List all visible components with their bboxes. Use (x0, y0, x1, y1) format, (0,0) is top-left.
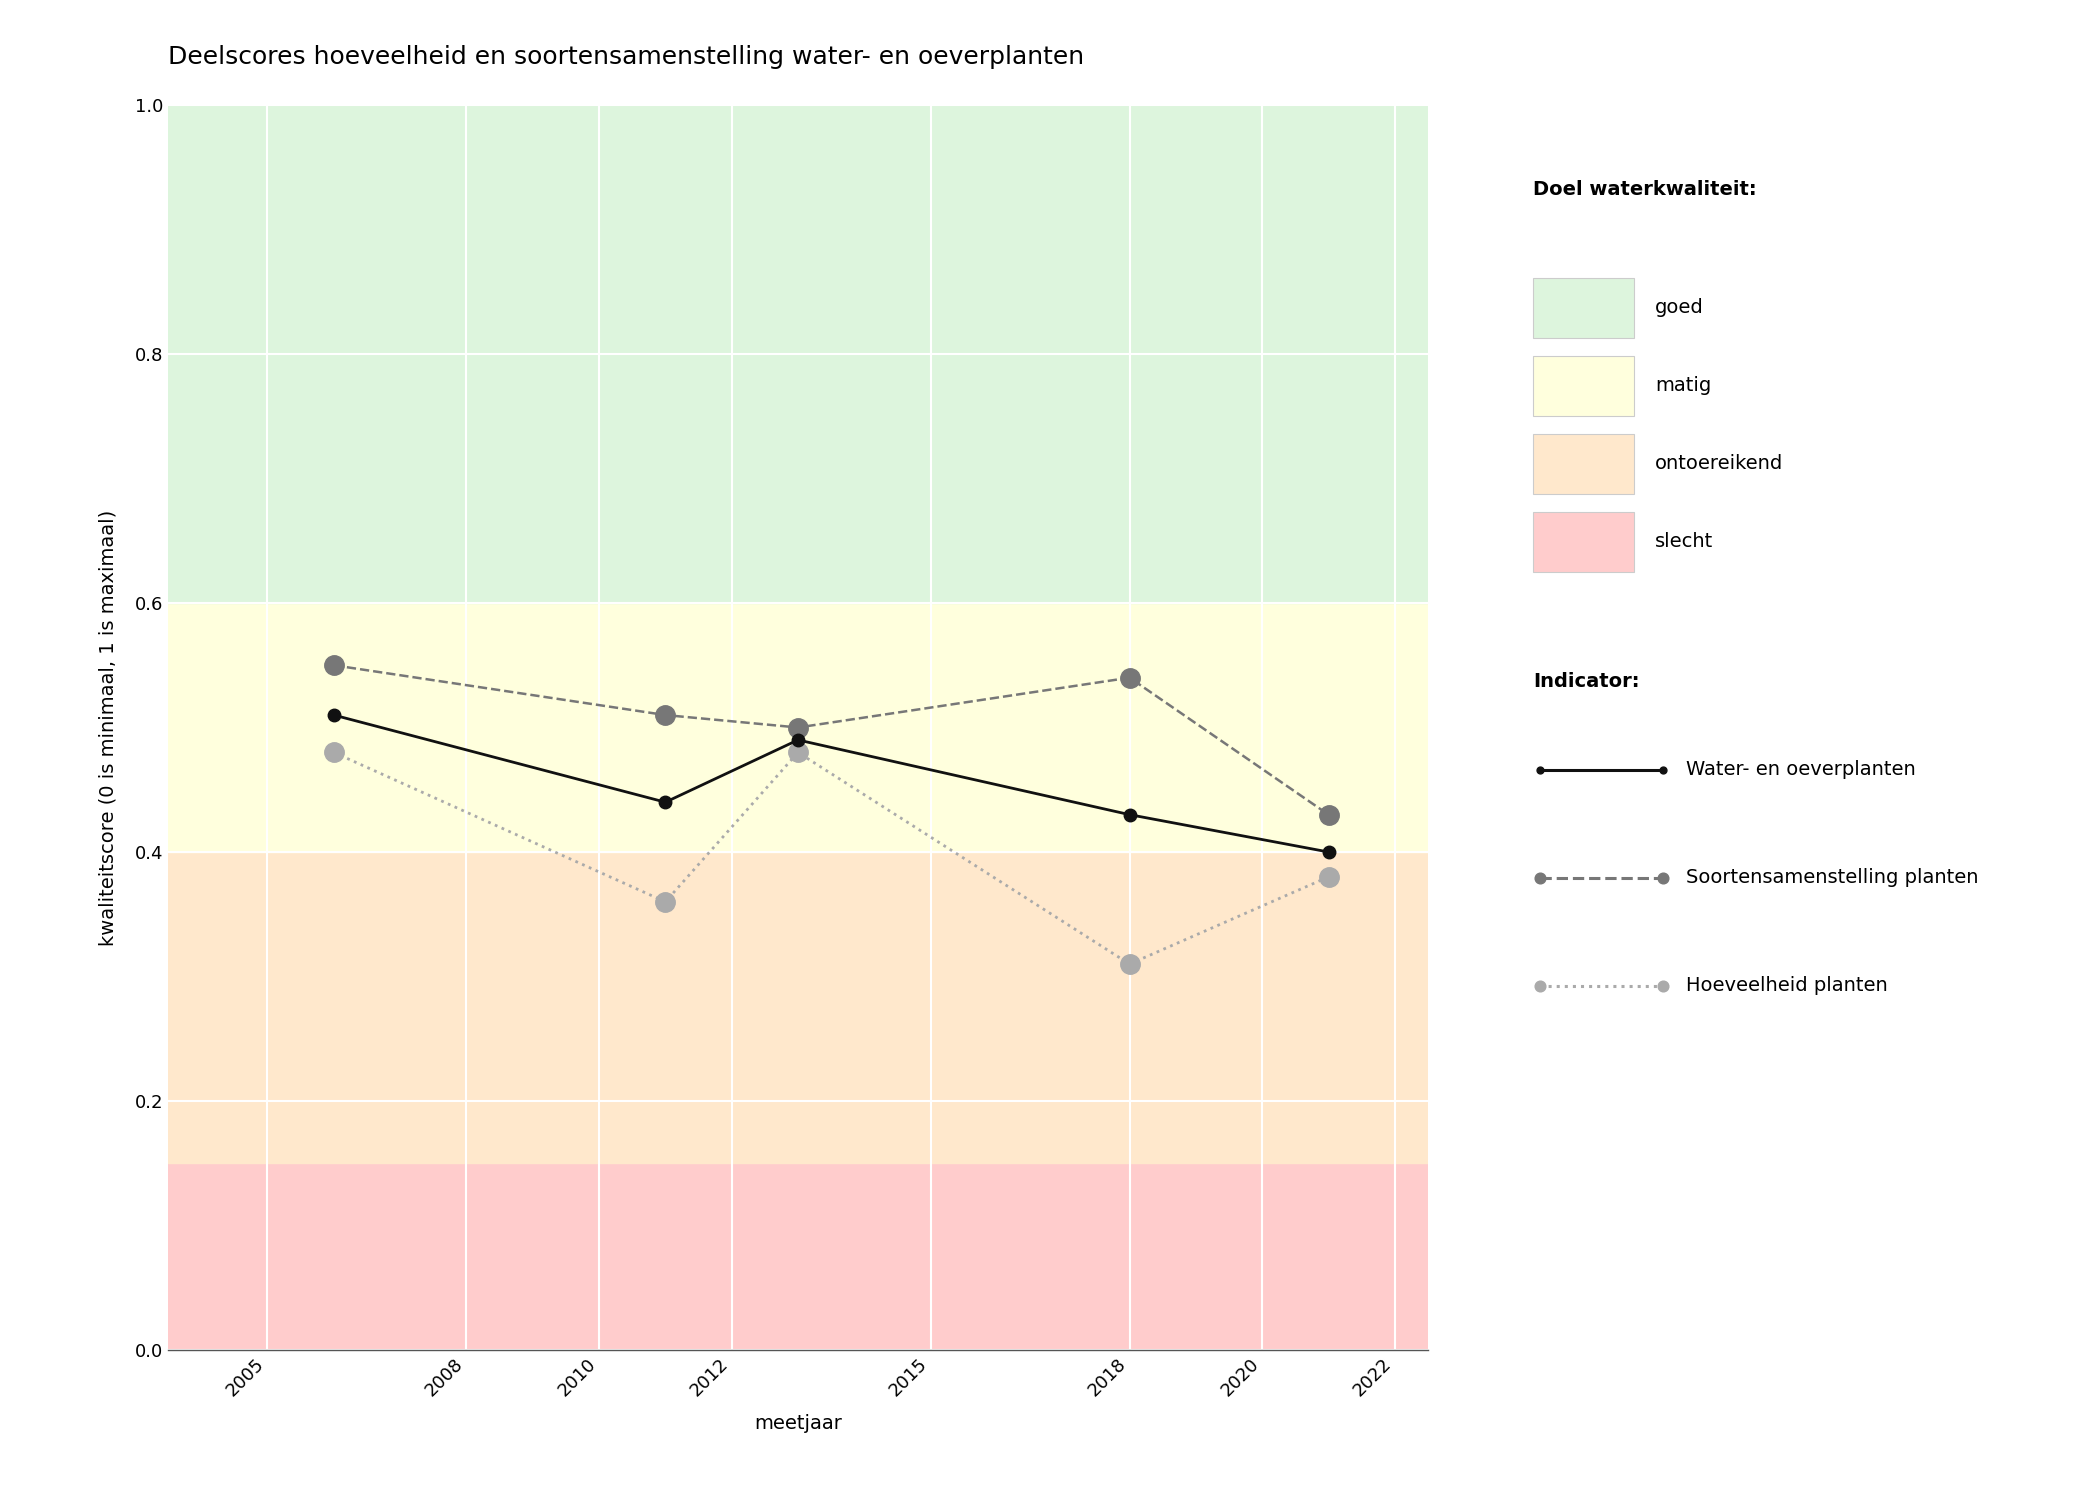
Bar (168, 852, 1428, 1164)
Bar (168, 1164, 1428, 1350)
Text: matig: matig (1655, 376, 1712, 394)
Text: goed: goed (1655, 298, 1703, 316)
Text: Deelscores hoeveelheid en soortensamenstelling water- en oeverplanten: Deelscores hoeveelheid en soortensamenst… (168, 45, 1084, 69)
Text: Doel waterkwaliteit:: Doel waterkwaliteit: (1533, 180, 1756, 200)
Text: slecht: slecht (1655, 532, 1714, 550)
Text: Soortensamenstelling planten: Soortensamenstelling planten (1686, 868, 1978, 886)
X-axis label: meetjaar: meetjaar (754, 1414, 842, 1432)
Text: Indicator:: Indicator: (1533, 672, 1640, 692)
Text: Water- en oeverplanten: Water- en oeverplanten (1686, 760, 1915, 778)
Y-axis label: kwaliteitscore (0 is minimaal, 1 is maximaal): kwaliteitscore (0 is minimaal, 1 is maxi… (99, 510, 118, 945)
Bar (168, 105, 1428, 603)
Text: ontoereikend: ontoereikend (1655, 454, 1783, 472)
Bar (168, 603, 1428, 852)
Text: Hoeveelheid planten: Hoeveelheid planten (1686, 976, 1888, 994)
